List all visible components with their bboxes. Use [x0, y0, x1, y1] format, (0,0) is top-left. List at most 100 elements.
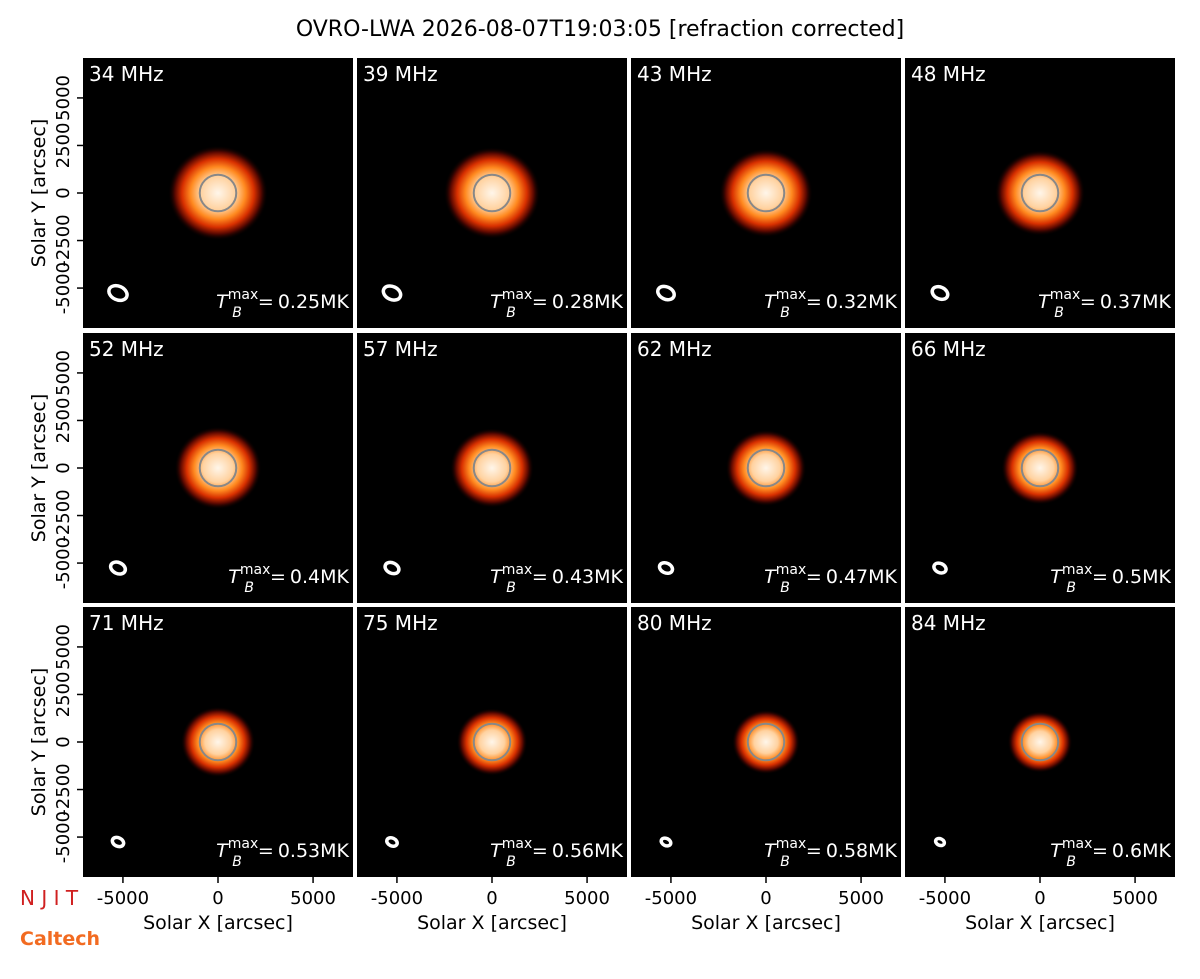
tb-symbol: T	[490, 566, 503, 588]
panel-label: 43 MHz	[637, 62, 712, 86]
tb-value: 0.37MK	[1100, 291, 1172, 313]
tb-eq: =	[270, 566, 286, 588]
x-axis-label: Solar X [arcsec]	[417, 912, 567, 934]
tb-label: Tmax B = 0.4MK	[228, 562, 349, 596]
x-tick-label: 0	[760, 888, 771, 909]
tb-eq: =	[258, 840, 274, 862]
tb-sup: max	[228, 287, 259, 303]
tb-sup: max	[776, 562, 807, 578]
tb-eq: =	[806, 840, 822, 862]
emission	[168, 145, 268, 241]
tb-sub: B	[232, 305, 242, 321]
beam	[932, 561, 948, 575]
y-tick-label: -2500	[53, 763, 74, 815]
tb-value: 0.56MK	[552, 840, 624, 862]
tb-label: Tmax B = 0.37MK	[1038, 287, 1171, 321]
solar-limb	[1020, 448, 1060, 488]
y-tick-label: -5000	[53, 262, 74, 314]
tb-sup: max	[1062, 562, 1093, 578]
x-tick-label: -5000	[919, 888, 971, 909]
tb-value: 0.32MK	[826, 291, 898, 313]
y-axis-label: Solar Y [arcsec]	[28, 668, 50, 816]
panel: 39 MHz Tmax B = 0.28MK	[357, 58, 627, 328]
tb-eq: =	[1092, 840, 1108, 862]
tb-value: 0.47MK	[826, 566, 898, 588]
tb-sup: max	[1050, 287, 1081, 303]
solar-limb	[746, 448, 786, 488]
panel: 66 MHz Tmax B = 0.5MK	[905, 333, 1175, 603]
solar-limb	[472, 173, 512, 213]
solar-limb	[472, 448, 512, 488]
tb-symbol: T	[228, 566, 241, 588]
beam	[381, 284, 403, 302]
tb-sup: max	[502, 836, 533, 852]
panel-label: 80 MHz	[637, 611, 712, 635]
x-tick-label: 5000	[290, 888, 336, 909]
emission	[732, 709, 800, 775]
x-tick-label: 0	[1034, 888, 1045, 909]
tb-symbol: T	[764, 840, 777, 862]
tb-symbol: T	[1050, 840, 1063, 862]
y-tick-label: 2500	[53, 398, 74, 444]
tb-sub: B	[244, 580, 254, 596]
y-axis-label: Solar Y [arcsec]	[28, 394, 50, 542]
panel-label: 57 MHz	[363, 337, 438, 361]
emission	[450, 428, 534, 508]
y-tick-label: -5000	[53, 537, 74, 589]
y-tick-label: 0	[53, 462, 74, 473]
emission	[174, 426, 262, 510]
panel-label: 84 MHz	[911, 611, 986, 635]
x-tick-label: -5000	[371, 888, 423, 909]
tb-eq: =	[532, 840, 548, 862]
figure-title: OVRO-LWA 2026-08-07T19:03:05 [refraction…	[296, 17, 904, 42]
panel-label: 34 MHz	[89, 62, 164, 86]
beam	[930, 284, 950, 302]
y-tick-label: 5000	[53, 350, 74, 396]
tb-eq: =	[258, 291, 274, 313]
beam	[385, 836, 399, 849]
beam	[933, 836, 947, 848]
emission	[719, 148, 813, 238]
y-tick-label: 2500	[53, 123, 74, 169]
x-axis-label: Solar X [arcsec]	[691, 912, 841, 934]
beam	[656, 284, 676, 302]
tb-symbol: T	[764, 566, 777, 588]
y-tick-label: -2500	[53, 214, 74, 266]
x-tick-label: -5000	[97, 888, 149, 909]
solar-limb	[198, 448, 238, 488]
emission	[994, 150, 1086, 236]
tb-value: 0.25MK	[278, 291, 350, 313]
tb-label: Tmax B = 0.5MK	[1050, 562, 1171, 596]
tb-value: 0.28MK	[552, 291, 624, 313]
x-tick-label: 0	[212, 888, 223, 909]
panel: 80 MHz Tmax B = 0.58MK -5000 0 5000 Solar X [arc…	[631, 607, 901, 934]
tb-symbol: T	[490, 291, 503, 313]
tb-label: Tmax B = 0.58MK	[764, 836, 897, 870]
tb-sub: B	[1054, 305, 1064, 321]
panel-label: 62 MHz	[637, 337, 712, 361]
solar-limb	[1020, 722, 1060, 762]
tb-value: 0.53MK	[278, 840, 350, 862]
beam	[657, 560, 675, 576]
tb-label: Tmax B = 0.6MK	[1050, 836, 1171, 870]
tb-symbol: T	[216, 840, 229, 862]
tb-symbol: T	[1038, 291, 1051, 313]
tb-value: 0.58MK	[826, 840, 898, 862]
panel-label: 48 MHz	[911, 62, 986, 86]
x-tick-label: 5000	[1112, 888, 1158, 909]
tb-label: Tmax B = 0.53MK	[216, 836, 349, 870]
emission	[443, 147, 541, 239]
x-tick-label: -5000	[645, 888, 697, 909]
emission	[456, 708, 528, 776]
tb-value: 0.4MK	[290, 566, 350, 588]
x-axis-label: Solar X [arcsec]	[143, 912, 293, 934]
beam	[383, 560, 401, 576]
tb-eq: =	[1080, 291, 1096, 313]
tb-sub: B	[780, 854, 790, 870]
panel-label: 52 MHz	[89, 337, 164, 361]
tb-sub: B	[232, 854, 242, 870]
beam	[108, 560, 128, 576]
beam	[659, 836, 673, 848]
tb-label: Tmax B = 0.47MK	[764, 562, 897, 596]
